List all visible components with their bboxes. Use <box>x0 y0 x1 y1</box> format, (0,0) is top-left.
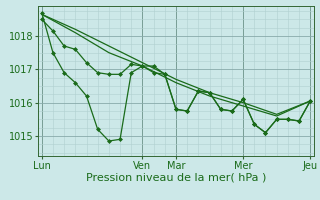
X-axis label: Pression niveau de la mer( hPa ): Pression niveau de la mer( hPa ) <box>86 172 266 182</box>
